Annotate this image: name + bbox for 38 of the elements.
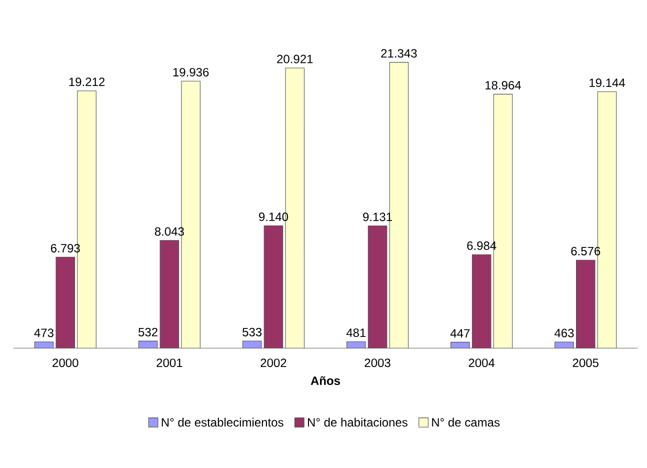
bar — [576, 260, 596, 348]
data-label: 463 — [554, 328, 574, 338]
bar — [472, 254, 492, 348]
data-label: 447 — [450, 329, 470, 338]
data-label: 9.131 — [363, 212, 392, 222]
data-label: 19.144 — [590, 78, 626, 87]
data-label: 9.140 — [259, 212, 288, 221]
bar — [160, 240, 180, 348]
data-label: 6.793 — [50, 244, 80, 252]
x-tick-label: 2003 — [364, 358, 390, 367]
data-label: 19.936 — [173, 68, 209, 76]
data-label: 473 — [34, 328, 54, 338]
bar — [56, 256, 76, 348]
legend-label: N° de habitaciones — [308, 418, 408, 427]
data-label: 20.921 — [277, 54, 313, 64]
bar — [242, 340, 262, 348]
bar — [346, 341, 366, 348]
data-label: 532 — [138, 328, 158, 336]
bar — [264, 225, 284, 348]
x-tick-label: 2004 — [468, 358, 495, 367]
legend-label: N° de establecimientos — [162, 418, 284, 427]
bar — [138, 340, 158, 348]
data-label: 21.343 — [381, 48, 417, 58]
bar — [554, 342, 574, 348]
data-label: 19.212 — [69, 78, 105, 86]
x-tick-label: 2002 — [260, 358, 286, 367]
legend-label: N° de camas — [432, 418, 500, 427]
bar — [368, 226, 388, 348]
x-tick-label: 2001 — [156, 358, 182, 367]
x-axis-title: Años — [310, 376, 340, 385]
bar — [450, 342, 470, 348]
bar — [34, 341, 54, 348]
x-tick-label: 2000 — [52, 358, 78, 367]
data-label: 8.043 — [154, 227, 184, 236]
data-label: 18.964 — [486, 80, 521, 90]
x-tick-label: 2005 — [572, 358, 598, 367]
data-label: 481 — [346, 328, 366, 337]
data-label: 533 — [242, 328, 262, 336]
